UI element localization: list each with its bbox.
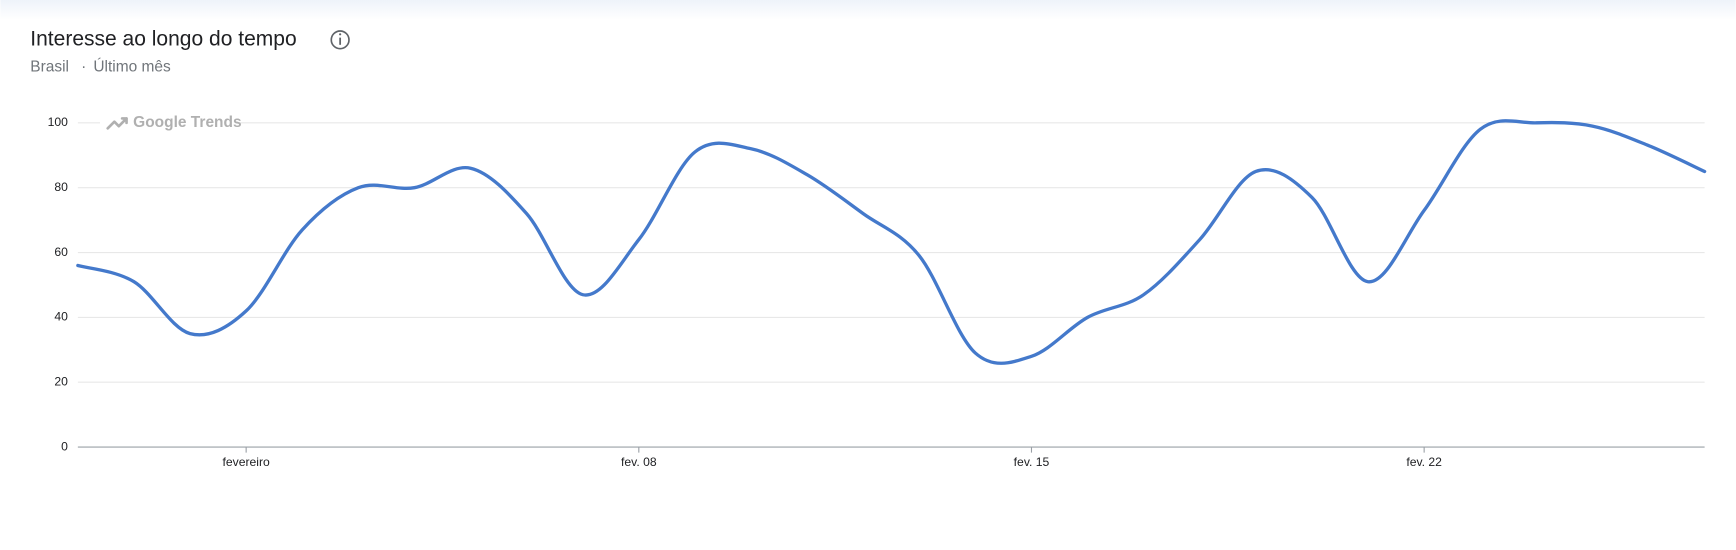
y-tick-label: 60 <box>54 245 68 259</box>
top-band <box>0 0 1736 20</box>
x-tick-label: fev. 15 <box>1014 455 1050 469</box>
y-tick-label: 20 <box>54 374 68 388</box>
info-icon[interactable] <box>330 30 350 50</box>
x-tick-label: fev. 08 <box>621 455 657 469</box>
info-dot[interactable] <box>339 33 342 36</box>
period: Último mês <box>93 59 171 76</box>
watermark: Google Trends <box>133 114 241 131</box>
watermark-bg <box>99 111 238 134</box>
x-tick-label: fevereiro <box>222 455 270 469</box>
plot: 0 20 40 60 80 100 Google Trends fevereiro fev. 0… <box>48 111 1707 469</box>
series-line <box>76 119 1707 365</box>
y-tick-label: 0 <box>61 439 68 453</box>
y-tick-label: 100 <box>48 115 69 129</box>
y-tick-label: 40 <box>54 310 68 324</box>
watermark-icon <box>106 117 128 130</box>
y-tick-label: 80 <box>54 180 68 194</box>
separator: · <box>81 59 86 76</box>
info-circle[interactable] <box>330 30 350 50</box>
x-tick-label: fev. 22 <box>1406 455 1442 469</box>
region: Brasil <box>30 59 69 76</box>
chart-title: Interesse ao longo do tempo <box>30 27 296 50</box>
